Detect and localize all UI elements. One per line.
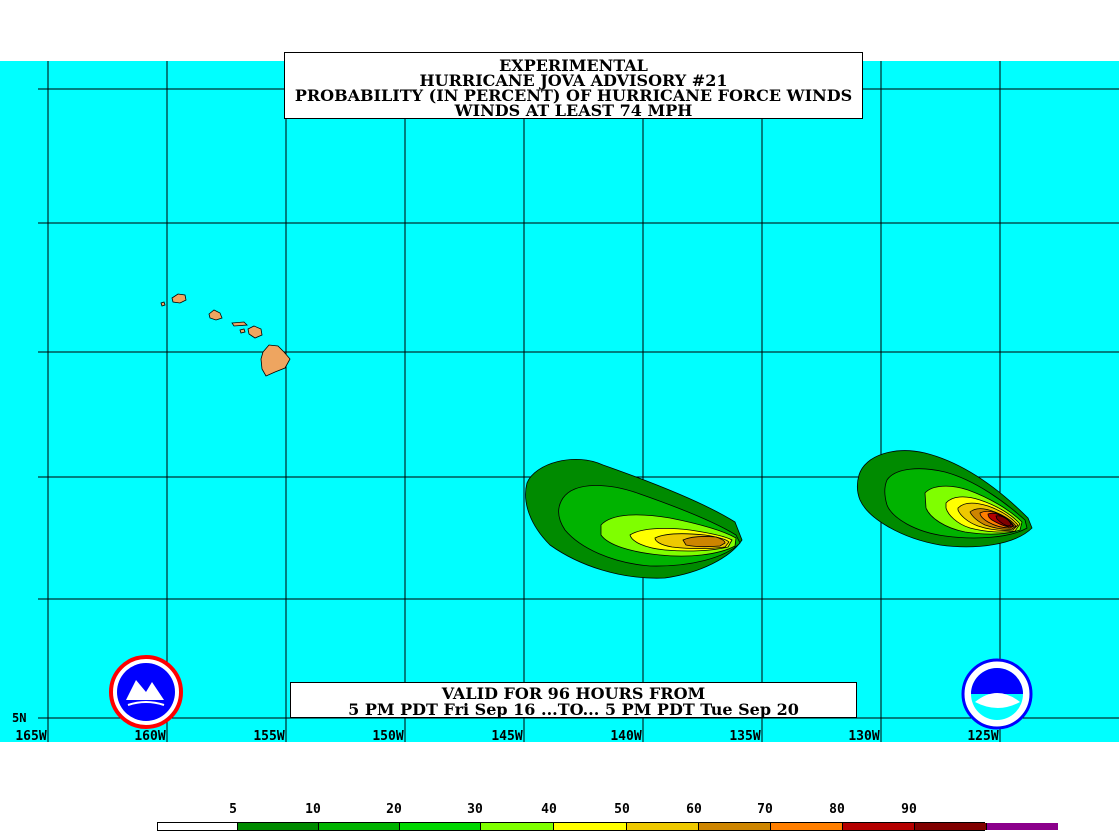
- lon-label: 150W: [372, 729, 404, 744]
- legend-swatch: [400, 823, 481, 830]
- lon-label: 155W: [253, 729, 285, 744]
- probability-contours-west: [525, 458, 743, 579]
- island-lanai: [239, 328, 246, 334]
- legend-swatch: [481, 823, 554, 830]
- legend-label: 90: [901, 802, 917, 817]
- island-hawaii: [260, 344, 291, 377]
- legend-label: 60: [686, 802, 702, 817]
- title-line-3: PROBABILITY (IN PERCENT) OF HURRICANE FO…: [294, 86, 853, 105]
- legend-swatch: [319, 823, 400, 830]
- legend-swatch: [238, 823, 319, 830]
- legend-swatch: [987, 823, 1058, 830]
- legend-label: 20: [386, 802, 402, 817]
- probability-contours-east: [856, 450, 1033, 548]
- legend-label: 5: [229, 802, 237, 817]
- title-line-4: WINDS AT LEAST 74 MPH: [454, 101, 693, 120]
- island-maui: [247, 325, 263, 339]
- lon-label: 130W: [848, 729, 880, 744]
- valid-period-box: VALID FOR 96 HOURS FROM 5 PM PDT Fri Sep…: [290, 682, 857, 718]
- lat-label-5n: 5N: [12, 711, 27, 725]
- legend-swatch: [699, 823, 771, 830]
- legend-label: 70: [757, 802, 773, 817]
- title-box: EXPERIMENTAL HURRICANE JOVA ADVISORY #21…: [284, 52, 863, 119]
- legend-swatch: [627, 823, 699, 830]
- legend-label: 10: [305, 802, 321, 817]
- island-oahu: [208, 309, 223, 321]
- island-niihau: [160, 301, 166, 307]
- hawaiian-islands: [160, 293, 291, 377]
- island-molokai: [231, 321, 248, 327]
- lon-label: 165W: [15, 729, 47, 744]
- legend-swatch: [915, 823, 987, 830]
- legend-color-bar: [157, 822, 1058, 831]
- title-line-2: HURRICANE JOVA ADVISORY #21: [419, 71, 728, 90]
- legend-swatch: [554, 823, 627, 830]
- legend-label: 50: [614, 802, 630, 817]
- legend-swatch: [158, 823, 238, 830]
- lon-label: 140W: [610, 729, 642, 744]
- lon-label: 160W: [134, 729, 166, 744]
- ocean: [0, 61, 1119, 742]
- legend-swatch: [843, 823, 915, 830]
- lon-label: 145W: [491, 729, 523, 744]
- valid-line-2: 5 PM PDT Fri Sep 16 ...TO... 5 PM PDT Tu…: [348, 700, 799, 719]
- noaa-logo: [961, 658, 1033, 730]
- legend-label: 40: [541, 802, 557, 817]
- legend-swatch: [771, 823, 843, 830]
- legend-label: 80: [829, 802, 845, 817]
- lon-label: 135W: [729, 729, 761, 744]
- legend-label: 30: [467, 802, 483, 817]
- lon-label: 125W: [967, 729, 999, 744]
- nws-logo: [109, 655, 183, 729]
- title-line-1: EXPERIMENTAL: [499, 56, 648, 75]
- valid-line-1: VALID FOR 96 HOURS FROM: [441, 684, 706, 703]
- island-kauai: [171, 293, 187, 304]
